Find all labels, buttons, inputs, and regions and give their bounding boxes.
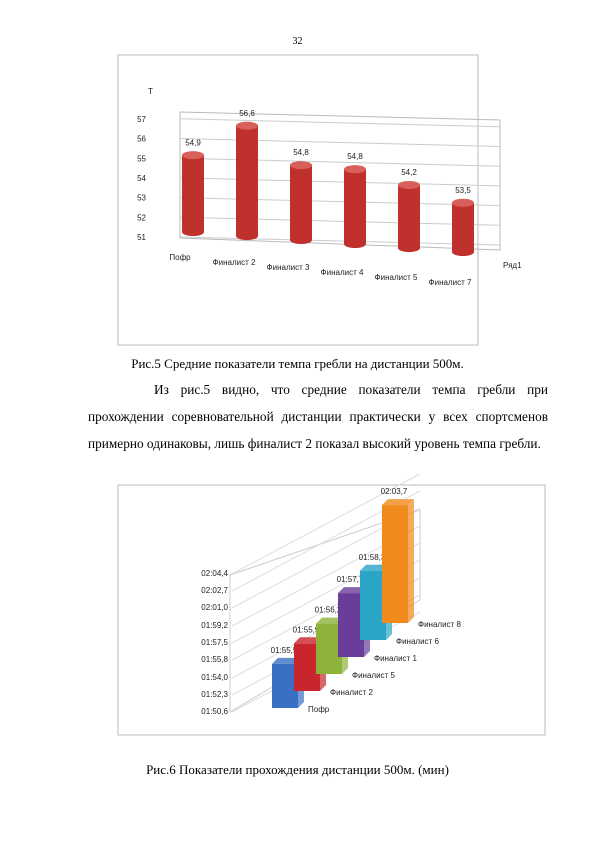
x-tick-label: Финалист 4 xyxy=(321,268,364,277)
bar xyxy=(316,623,342,674)
grid-line xyxy=(231,473,421,575)
y-tick-label: 01:55,8 xyxy=(201,655,228,664)
value-label: 01:58,3 xyxy=(359,553,386,562)
value-label: 01:57,7 xyxy=(337,575,364,584)
figure-caption: Рис.6 Показатели прохождения дистанции 5… xyxy=(146,762,449,777)
bar xyxy=(360,570,386,640)
bar xyxy=(182,155,204,232)
axis-label: Т xyxy=(148,87,153,96)
y-tick-label: 02:02,7 xyxy=(201,586,228,595)
y-tick-label: 56 xyxy=(137,135,146,144)
y-tick-label: 02:04,4 xyxy=(201,569,228,578)
x-tick-label: Финалист 6 xyxy=(396,637,439,646)
value-label: 01:56,2 xyxy=(315,606,342,615)
x-tick-label: Финалист 5 xyxy=(375,273,418,282)
value-label: 02:03,7 xyxy=(381,487,408,496)
grid-line xyxy=(179,216,501,226)
y-tick-label: 55 xyxy=(137,154,146,163)
y-tick-label: 54 xyxy=(137,174,146,183)
paragraph: Из рис.5 видно, что средние показатели т… xyxy=(88,382,548,451)
y-tick-label: 01:54,0 xyxy=(201,673,228,682)
value-label: 54,8 xyxy=(347,152,363,161)
x-tick-label: Финалист 2 xyxy=(330,688,373,697)
chart-frame xyxy=(117,484,546,736)
y-tick-label: 57 xyxy=(137,115,146,124)
y-tick-label: 51 xyxy=(137,233,146,242)
bar xyxy=(272,663,298,708)
x-tick-label: Финалист 8 xyxy=(418,620,461,629)
bar-cap xyxy=(182,151,204,160)
grid-line xyxy=(179,157,501,167)
x-tick-label: Пофр xyxy=(169,253,191,262)
x-tick-label: Пофр xyxy=(308,705,330,714)
y-tick-label: 02:01,0 xyxy=(201,603,228,612)
bar xyxy=(452,202,474,252)
value-label: 56,6 xyxy=(239,109,255,118)
x-tick-label: Финалист 2 xyxy=(213,258,256,267)
legend-entry: Ряд1 xyxy=(503,261,522,270)
grid-line xyxy=(179,138,501,147)
bar xyxy=(344,169,366,244)
value-label: 54,9 xyxy=(185,138,201,147)
bar xyxy=(398,184,420,248)
bar-cap xyxy=(452,198,474,207)
grid-line xyxy=(179,197,501,207)
bar xyxy=(294,643,320,691)
value-label: 53,5 xyxy=(455,186,471,195)
bar xyxy=(236,125,258,236)
bar-cap xyxy=(398,180,420,189)
value-label: 01:55,5 xyxy=(271,646,298,655)
bar-cap xyxy=(344,165,366,174)
chart-frame xyxy=(117,54,479,346)
grid-line xyxy=(179,177,501,187)
bar-side xyxy=(408,499,414,623)
back-wall xyxy=(179,111,501,251)
bar xyxy=(382,505,408,623)
back-wall xyxy=(229,509,421,713)
bar xyxy=(338,593,364,657)
bar xyxy=(290,165,312,240)
value-label: 54,8 xyxy=(293,148,309,157)
y-tick-label: 53 xyxy=(137,194,146,203)
grid-line xyxy=(179,236,501,246)
figure-caption: Рис.5 Средние показатели темпа гребли на… xyxy=(131,356,464,371)
y-tick-label: 52 xyxy=(137,213,146,222)
bar-top xyxy=(382,499,414,506)
value-label: 54,2 xyxy=(401,168,417,177)
page-number: 32 xyxy=(292,36,303,47)
x-tick-label: Финалист 1 xyxy=(374,654,417,663)
y-tick-label: 01:59,2 xyxy=(201,621,228,630)
value-label: 01:55,9 xyxy=(293,625,320,634)
x-tick-label: Финалист 7 xyxy=(429,278,472,287)
y-tick-label: 01:52,3 xyxy=(201,690,228,699)
x-tick-label: Финалист 3 xyxy=(267,263,310,272)
y-tick-label: 01:57,5 xyxy=(201,638,228,647)
x-tick-label: Финалист 5 xyxy=(352,671,395,680)
bar-cap xyxy=(290,161,312,170)
grid-line xyxy=(179,118,501,128)
y-tick-label: 01:50,6 xyxy=(201,707,228,716)
bar-cap xyxy=(236,121,258,130)
